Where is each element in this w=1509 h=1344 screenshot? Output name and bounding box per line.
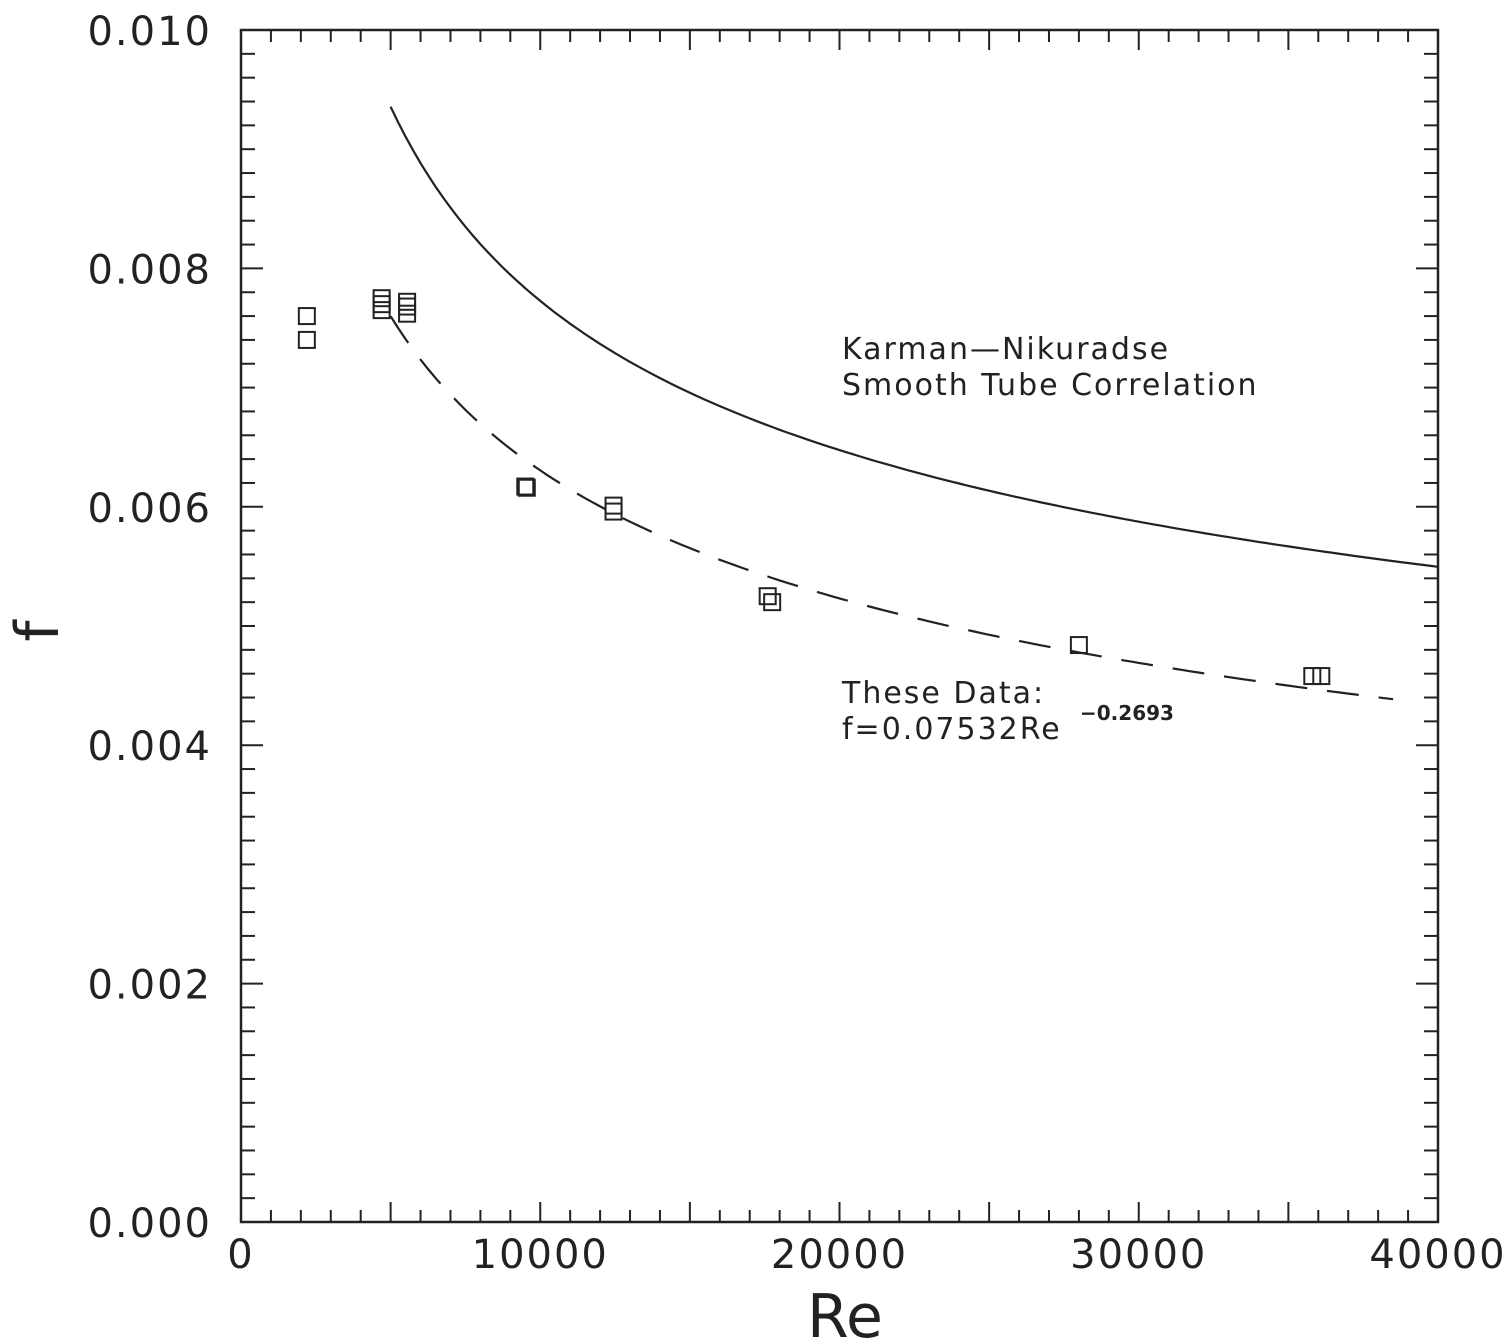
data-point-square bbox=[372, 289, 391, 308]
karman-label-line1: Karman—Nikuradse bbox=[842, 332, 1170, 367]
data-point-square bbox=[758, 587, 777, 606]
data-point-square bbox=[604, 502, 623, 521]
x-tick-label: 40000 bbox=[1369, 1232, 1506, 1278]
karman-label-line2: Smooth Tube Correlation bbox=[842, 368, 1259, 403]
y-tick-label: 0.002 bbox=[87, 963, 212, 1009]
karman-nikuradse-curve bbox=[389, 106, 1439, 568]
curves bbox=[389, 106, 1439, 701]
y-tick-label: 0.008 bbox=[87, 247, 212, 293]
y-tick-label: 0.006 bbox=[87, 486, 212, 532]
y-tick-label: 0.004 bbox=[87, 724, 212, 770]
data-point-square bbox=[398, 292, 417, 311]
power-law-fit-curve bbox=[389, 315, 1394, 701]
y-tick-label: 0.010 bbox=[87, 9, 212, 55]
x-tick-label: 10000 bbox=[472, 1232, 609, 1278]
x-tick-label: 0 bbox=[227, 1232, 254, 1278]
data-markers bbox=[297, 289, 1331, 686]
data-point-square bbox=[297, 307, 316, 326]
data-point-square bbox=[517, 478, 536, 497]
data-point-square bbox=[297, 330, 316, 349]
data-label-line2: f=0.07532Re bbox=[842, 712, 1062, 747]
x-tick-label: 30000 bbox=[1070, 1232, 1207, 1278]
data-point-square bbox=[372, 295, 391, 314]
x-axis-title: Re bbox=[807, 1282, 883, 1344]
plot-frame bbox=[239, 28, 1440, 1224]
data-point-square bbox=[516, 477, 535, 496]
axis-ticks bbox=[240, 29, 1439, 1223]
tick-labels: 0 10000 20000 30000 40000 0.000 0.002 0.004 0.00… bbox=[87, 9, 1506, 1278]
x-tick-label: 20000 bbox=[771, 1232, 908, 1278]
data-label-line1: These Data: bbox=[841, 676, 1045, 711]
data-point-square bbox=[372, 301, 391, 320]
data-point-square bbox=[1312, 667, 1331, 686]
data-point-square bbox=[398, 304, 417, 323]
y-tick-label: 0.000 bbox=[87, 1201, 212, 1247]
y-axis-title: f bbox=[3, 619, 73, 642]
fit-exponent-label: −0.2693 bbox=[1080, 701, 1174, 725]
data-point-square bbox=[1069, 636, 1088, 655]
data-point-square bbox=[763, 593, 782, 612]
data-point-square bbox=[604, 496, 623, 515]
